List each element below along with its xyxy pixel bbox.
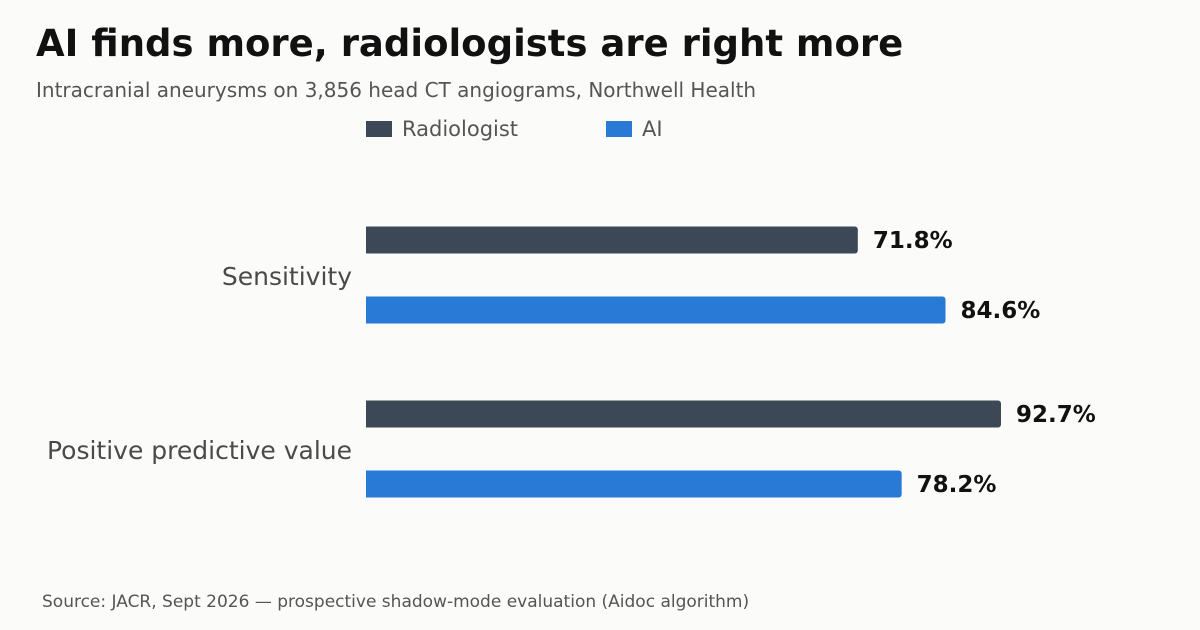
- chart-title: AI finds more, radiologists are right mo…: [36, 22, 904, 65]
- bar-base-ai-positive-predictive-value: [366, 470, 372, 498]
- legend-label-radiologist: Radiologist: [402, 117, 518, 141]
- bar-base-radiologist-sensitivity: [366, 226, 372, 254]
- value-label-ai-sensitivity: 84.6%: [961, 298, 1041, 324]
- category-label-sensitivity: Sensitivity: [222, 262, 352, 291]
- bar-base-ai-sensitivity: [366, 296, 372, 324]
- value-label-radiologist-positive-predictive-value: 92.7%: [1016, 402, 1096, 428]
- legend-swatch-ai: [606, 121, 632, 137]
- value-label-ai-positive-predictive-value: 78.2%: [917, 472, 997, 498]
- category-label-positive-predictive-value: Positive predictive value: [47, 436, 352, 465]
- source-note: Source: JACR, Sept 2026 — prospective sh…: [42, 592, 750, 612]
- chart-subtitle: Intracranial aneurysms on 3,856 head CT …: [36, 78, 757, 102]
- bar-radiologist-sensitivity: [366, 226, 858, 254]
- legend-label-ai: AI: [642, 117, 663, 141]
- bar-ai-positive-predictive-value: [366, 470, 902, 498]
- bar-ai-sensitivity: [366, 296, 946, 324]
- bar-radiologist-positive-predictive-value: [366, 400, 1001, 428]
- legend-swatch-radiologist: [366, 121, 392, 137]
- value-label-radiologist-sensitivity: 71.8%: [873, 228, 953, 254]
- bar-base-radiologist-positive-predictive-value: [366, 400, 372, 428]
